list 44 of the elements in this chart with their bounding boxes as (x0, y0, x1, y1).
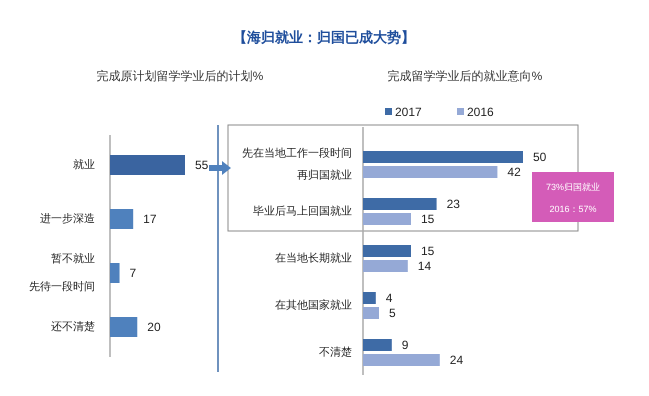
data-label: 42 (507, 165, 522, 179)
bar (110, 263, 120, 283)
y-tick-label: 毕业后马上回国就业 (253, 204, 352, 218)
text: 73%归国就业 (546, 182, 600, 192)
text: 2016：57% (549, 204, 597, 214)
data-label: 15 (421, 212, 435, 226)
text: 【海归就业：归国已成大势】 (233, 29, 415, 45)
y-tick-label: 还不清楚 (51, 320, 95, 333)
data-label: 24 (450, 353, 464, 367)
data-label: 50 (533, 150, 547, 164)
bar (363, 339, 392, 351)
bar (110, 155, 185, 175)
bar (363, 198, 437, 210)
data-label: 20 (147, 320, 161, 334)
data-label: 4 (386, 291, 393, 305)
chart-title: 完成原计划留学学业后的计划% (96, 69, 264, 83)
data-label: 23 (446, 197, 460, 211)
y-tick-label: 在其他国家就业 (275, 298, 352, 312)
category-label: 暂不就业先待一段时间 (29, 253, 95, 293)
data-label: 14 (418, 259, 432, 273)
y-tick-label: 不清楚 (319, 346, 352, 358)
y-tick-label: 在当地长期就业 (275, 252, 352, 264)
data-label: 9 (402, 338, 409, 352)
data-label: 7 (130, 266, 137, 280)
bar (363, 354, 440, 366)
y-tick-label: 就业 (73, 158, 95, 171)
bar (363, 213, 411, 225)
chart-title: 完成留学学业后的就业意向% (388, 69, 543, 83)
bar (363, 292, 376, 304)
data-label: 15 (421, 244, 435, 258)
bar (363, 151, 523, 163)
legend-label: 2016 (467, 105, 494, 119)
bar (363, 260, 408, 272)
bar (363, 245, 411, 257)
data-label: 55 (195, 158, 209, 172)
bar (363, 307, 379, 319)
bar (363, 166, 498, 178)
data-label: 17 (143, 212, 157, 226)
y-tick-label: 先在当地工作一段时间再归国就业 (242, 146, 352, 182)
bar (110, 317, 138, 337)
legend-label: 2017 (395, 105, 422, 119)
bar (110, 209, 134, 229)
y-tick-label: 进一步深造 (40, 212, 95, 225)
data-label: 5 (389, 306, 396, 320)
